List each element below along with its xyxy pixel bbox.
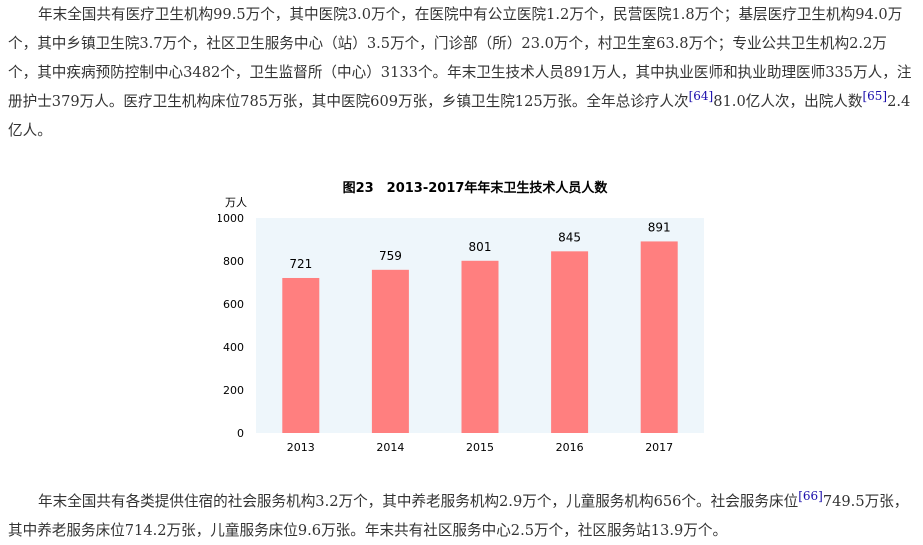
bar-2017: [640, 241, 678, 433]
x-tick-label-2014: 2014: [376, 441, 404, 454]
paragraph-text: 年末全国共有医疗卫生机构99.5万个，其中医院3.0万个，在医院中有公立医院1.…: [8, 6, 912, 110]
footnote-link[interactable]: [66]: [798, 489, 823, 504]
paragraph-health: 年末全国共有医疗卫生机构99.5万个，其中医院3.0万个，在医院中有公立医院1.…: [8, 0, 916, 145]
paragraph-text: 749.5万张，其中养老服务床位714.2万张，儿童服务床位9.6万张。年末共有…: [8, 493, 909, 539]
y-tick-label: 600: [223, 298, 244, 311]
y-tick-label: 800: [223, 255, 244, 268]
y-tick-label: 0: [237, 427, 244, 440]
chart-title: 图23 2013-2017年年末卫生技术人员人数: [343, 180, 609, 196]
data-label-2017: 891: [648, 220, 671, 234]
bar-2016: [551, 251, 589, 433]
y-axis-unit-label: 万人: [225, 196, 247, 209]
bar-2013: [282, 277, 320, 433]
paragraph-text: 81.0亿人次，出院人数: [713, 93, 863, 110]
y-tick-label: 400: [223, 341, 244, 354]
footnote-link[interactable]: [65]: [862, 89, 888, 104]
bar-2014: [371, 269, 409, 433]
paragraph-text: 2.4亿人。: [8, 93, 911, 139]
data-label-2013: 721: [289, 257, 312, 271]
footnote-link[interactable]: [64]: [688, 89, 714, 104]
y-tick-label: 1000: [218, 212, 244, 225]
data-label-2014: 759: [379, 249, 402, 263]
data-label-2015: 801: [469, 240, 492, 254]
paragraph-text: 年末全国共有各类提供住宿的社会服务机构3.2万个，其中养老服务机构2.9万个，儿…: [38, 493, 799, 510]
chart-health-technicians: 图23 2013-2017年年末卫生技术人员人数 万人 0 200 400 600 80…: [218, 168, 714, 463]
x-tick-label-2017: 2017: [645, 441, 673, 454]
x-tick-label-2016: 2016: [556, 441, 584, 454]
data-label-2016: 845: [558, 230, 581, 244]
paragraph-social-services: 年末全国共有各类提供住宿的社会服务机构3.2万个，其中养老服务机构2.9万个，儿…: [8, 487, 916, 545]
bar-2015: [461, 260, 499, 433]
x-tick-label-2015: 2015: [466, 441, 494, 454]
x-tick-label-2013: 2013: [287, 441, 315, 454]
y-tick-label: 200: [223, 384, 244, 397]
